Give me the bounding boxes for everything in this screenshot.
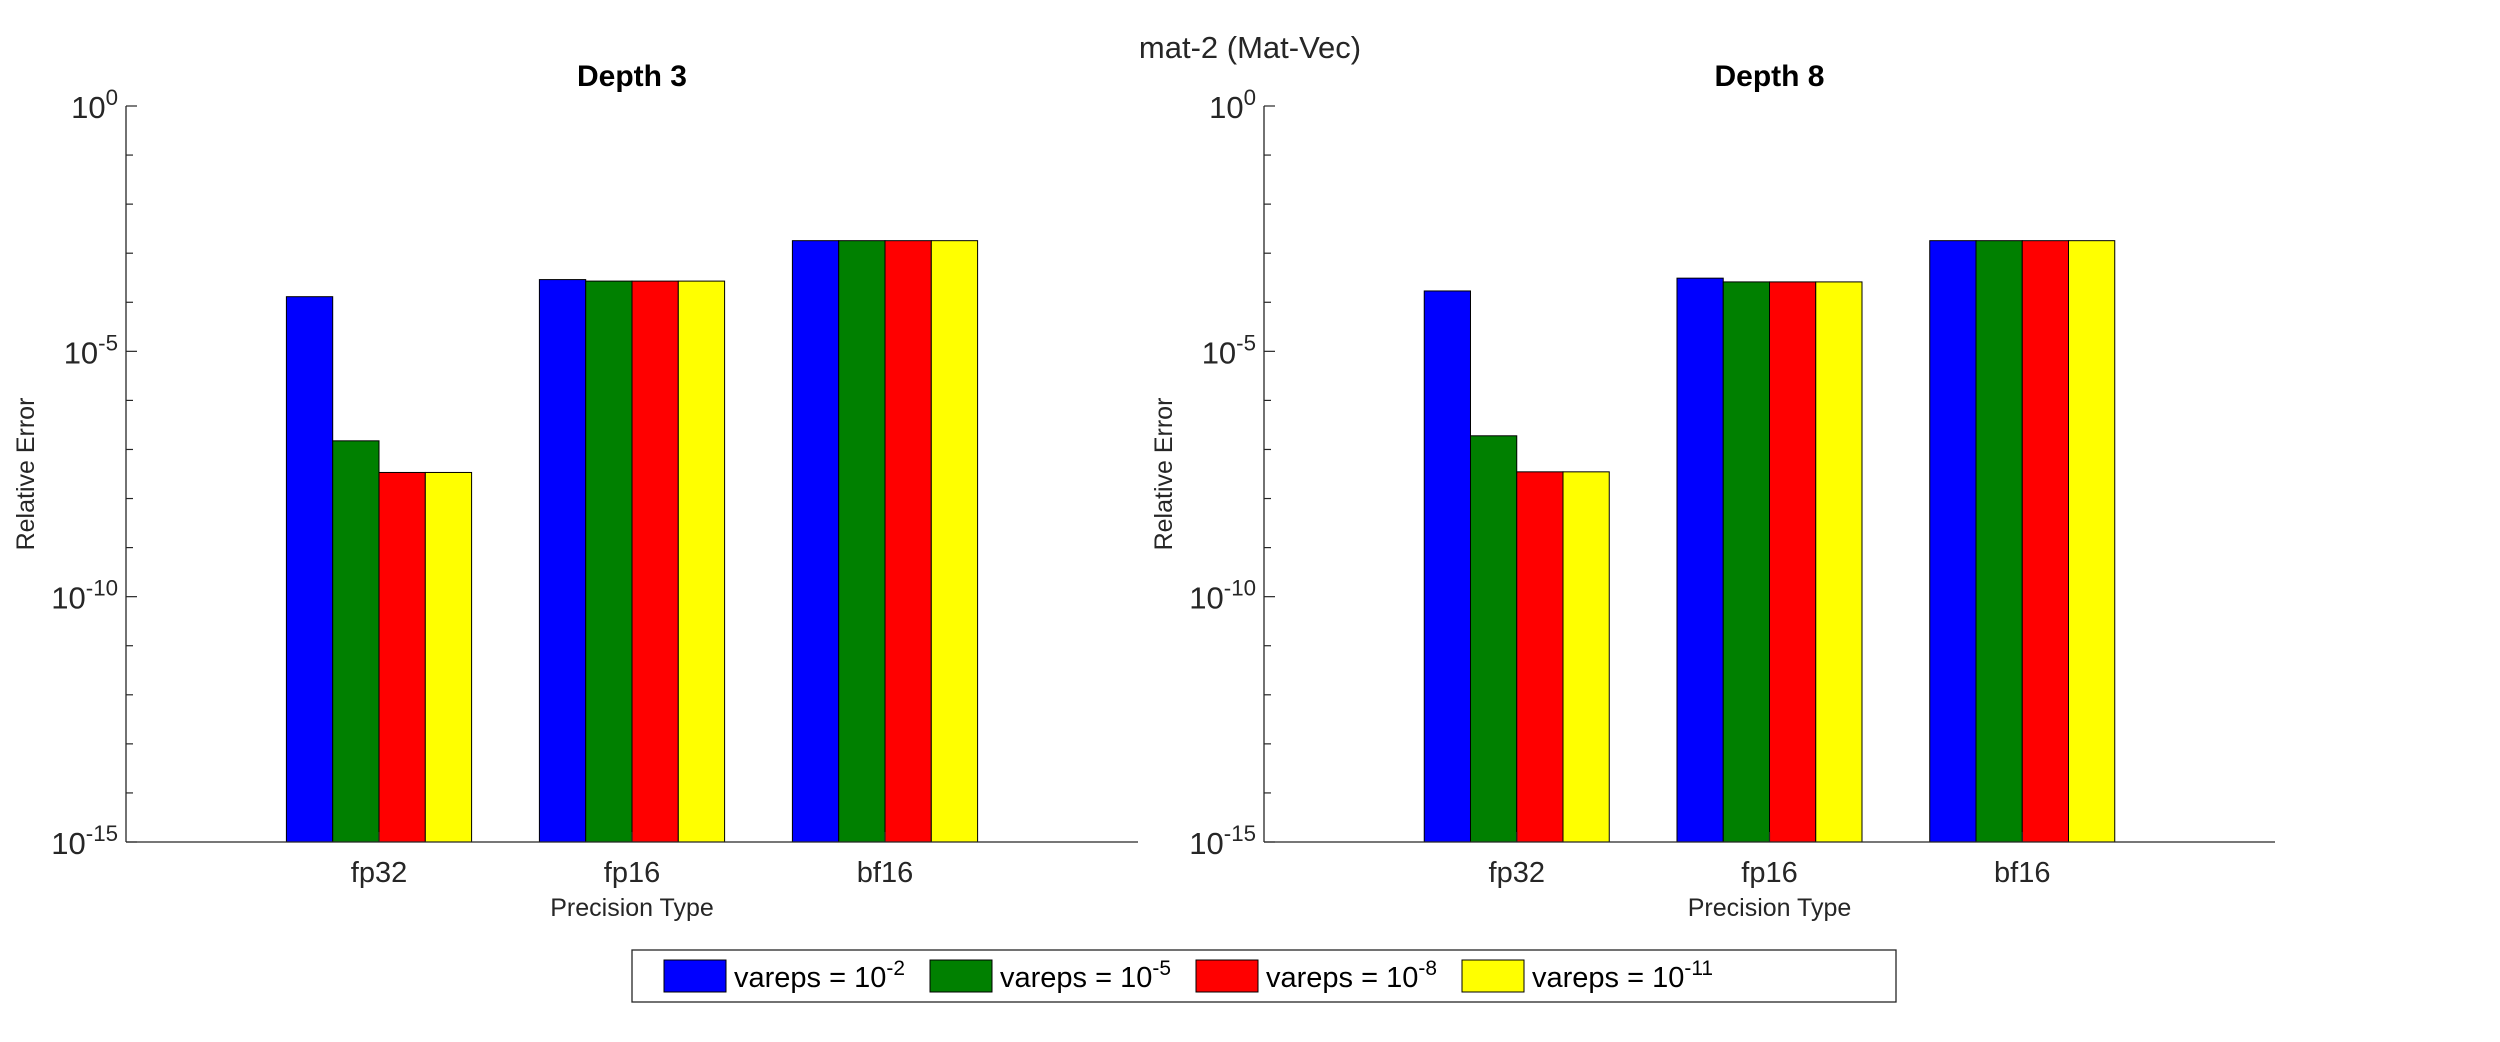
- bar-fp16-series-1: [538, 279, 587, 843]
- bar-fp16-series-4: [677, 280, 726, 843]
- x-tick-label-fp16: fp16: [1741, 857, 1797, 889]
- y-tick-exponent: 0: [106, 85, 118, 110]
- y-tick-label: 10-15: [1189, 821, 1256, 861]
- legend-label-1: vareps = 10-2: [734, 957, 905, 994]
- legend-label-exponent: -2: [886, 957, 905, 980]
- y-tick-label: 10-10: [51, 576, 118, 616]
- y-tick-exponent: 0: [1244, 85, 1256, 110]
- subplot-title: Depth 3: [577, 60, 687, 93]
- legend-swatch-2: [929, 959, 993, 993]
- y-tick-exponent: -15: [1224, 821, 1256, 846]
- legend-label-base: vareps = 10: [1000, 962, 1152, 994]
- y-tick-base: 10: [1209, 90, 1243, 125]
- subplot-title: Depth 8: [1714, 60, 1824, 93]
- bar-bf16-series-3: [2021, 240, 2069, 843]
- y-tick-exponent: -10: [86, 576, 118, 601]
- legend-label-exponent: -11: [1684, 957, 1713, 980]
- bar-bf16-series-2: [838, 240, 886, 843]
- bar-fp16-series-4: [1815, 281, 1863, 843]
- y-tick-base: 10: [64, 335, 98, 370]
- y-tick-base: 10: [51, 826, 85, 861]
- bar-bf16-series-1: [1929, 240, 1977, 843]
- bar-fp32-series-2: [1470, 435, 1518, 843]
- bar-bf16-series-1: [791, 240, 840, 843]
- legend-label-exponent: -8: [1418, 957, 1437, 980]
- x-axis-label: Precision Type: [1688, 894, 1852, 922]
- legend-swatch-4: [1461, 959, 1525, 993]
- y-tick-label: 10-15: [51, 821, 118, 861]
- figure-title: mat-2 (Mat-Vec): [1138, 30, 1362, 65]
- y-tick-label: 10-5: [64, 330, 118, 370]
- bar-fp32-series-2: [332, 440, 380, 843]
- bar-bf16-series-3: [884, 240, 932, 843]
- x-tick-label-bf16: bf16: [1994, 857, 2050, 889]
- bar-fp32-series-3: [1516, 471, 1564, 843]
- x-axis-label: Precision Type: [550, 894, 714, 922]
- y-axis-label: Relative Error: [12, 398, 40, 551]
- bar-bf16-series-4: [930, 240, 979, 843]
- bar-fp16-series-3: [1769, 281, 1817, 843]
- bar-fp16-series-3: [631, 280, 679, 843]
- bar-fp16-series-1: [1676, 277, 1724, 843]
- y-tick-base: 10: [1189, 826, 1223, 861]
- legend-label-base: vareps = 10: [1266, 962, 1418, 994]
- bar-fp32-series-1: [1423, 290, 1471, 843]
- y-tick-label: 10-10: [1189, 576, 1256, 616]
- legend-swatch-3: [1195, 959, 1259, 993]
- y-axis-label: Relative Error: [1150, 398, 1178, 551]
- y-tick-base: 10: [51, 581, 85, 616]
- y-tick-base: 10: [71, 90, 105, 125]
- y-tick-base: 10: [1202, 335, 1236, 370]
- y-tick-label: 100: [1209, 85, 1256, 125]
- y-tick-base: 10: [1189, 581, 1223, 616]
- bar-fp16-series-2: [1722, 281, 1770, 843]
- x-tick-label-fp32: fp32: [1489, 857, 1545, 889]
- x-tick-label-fp16: fp16: [604, 857, 660, 889]
- x-tick-label-fp32: fp32: [351, 857, 407, 889]
- legend-label-base: vareps = 10: [734, 962, 886, 994]
- legend-label-4: vareps = 10-11: [1532, 957, 1713, 994]
- x-tick-label-bf16: bf16: [857, 857, 913, 889]
- bar-fp32-series-3: [378, 471, 426, 843]
- legend-label-base: vareps = 10: [1532, 962, 1684, 994]
- y-tick-label: 100: [71, 85, 118, 125]
- y-tick-label: 10-5: [1202, 330, 1256, 370]
- y-tick-exponent: -5: [98, 330, 118, 355]
- legend-label-2: vareps = 10-5: [1000, 957, 1171, 994]
- y-tick-exponent: -5: [1236, 330, 1256, 355]
- legend: vareps = 10-2 vareps = 10-5 vareps = 10-8 v…: [631, 949, 1897, 1003]
- bar-fp32-series-4: [424, 471, 473, 843]
- bar-bf16-series-4: [2068, 240, 2116, 843]
- legend-label-exponent: -5: [1152, 957, 1171, 980]
- legend-swatch-1: [663, 959, 727, 993]
- bar-fp32-series-1: [285, 296, 334, 843]
- y-tick-exponent: -15: [86, 821, 118, 846]
- bar-fp16-series-2: [585, 280, 633, 843]
- bar-fp32-series-4: [1562, 471, 1610, 843]
- y-tick-exponent: -10: [1224, 576, 1256, 601]
- legend-box: [631, 949, 1897, 1003]
- legend-label-3: vareps = 10-8: [1266, 957, 1437, 994]
- bar-bf16-series-2: [1975, 240, 2023, 843]
